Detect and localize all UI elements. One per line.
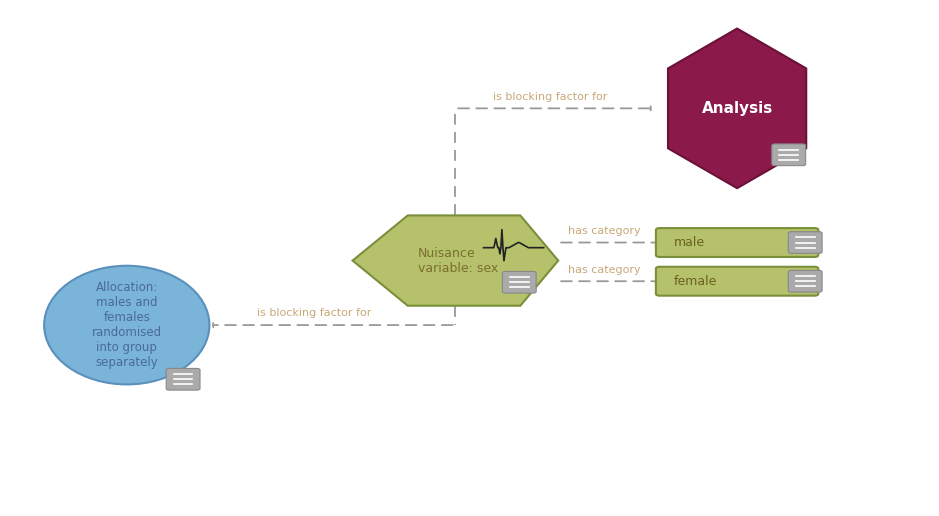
FancyBboxPatch shape (655, 228, 819, 257)
Text: male: male (674, 236, 705, 249)
Polygon shape (352, 216, 558, 305)
FancyBboxPatch shape (502, 271, 536, 293)
FancyBboxPatch shape (772, 144, 806, 166)
FancyBboxPatch shape (166, 368, 200, 390)
Text: is blocking factor for: is blocking factor for (493, 92, 608, 102)
Ellipse shape (44, 266, 209, 384)
Text: has category: has category (567, 265, 640, 275)
Text: Nuisance
variable: sex: Nuisance variable: sex (418, 247, 498, 275)
Text: Analysis: Analysis (701, 101, 773, 116)
Text: is blocking factor for: is blocking factor for (256, 309, 371, 318)
Text: has category: has category (567, 226, 640, 236)
Polygon shape (668, 28, 807, 188)
FancyBboxPatch shape (789, 270, 823, 292)
Text: female: female (674, 275, 717, 288)
Text: Allocation:
males and
females
randomised
into group
separately: Allocation: males and females randomised… (92, 281, 162, 369)
FancyBboxPatch shape (655, 267, 819, 296)
FancyBboxPatch shape (789, 232, 823, 253)
